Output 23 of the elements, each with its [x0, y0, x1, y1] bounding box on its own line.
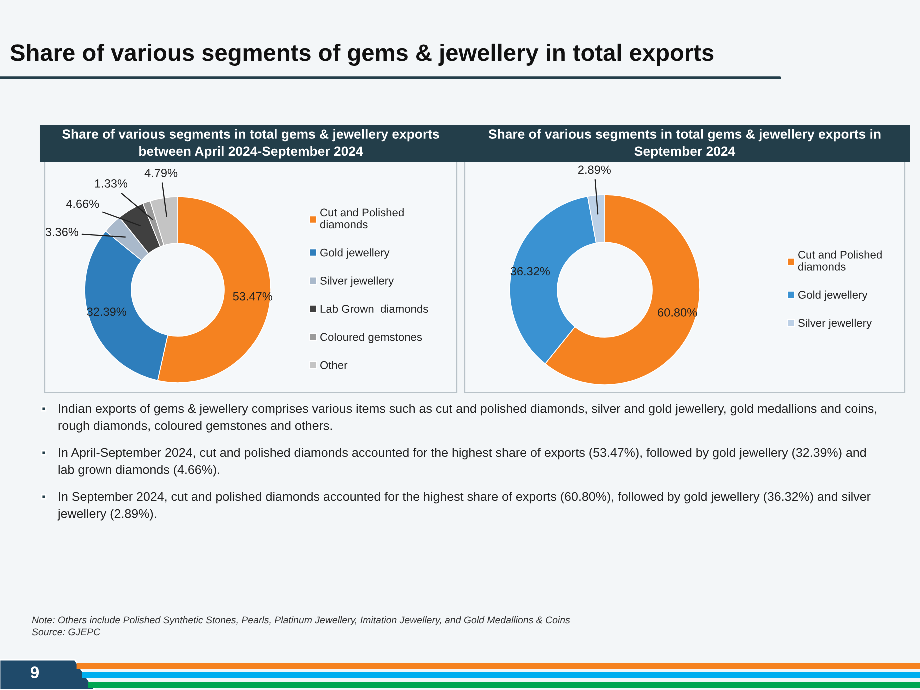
- legend-label: Gold jewellery: [798, 290, 868, 302]
- text: In September 2024, cut and polished diamonds accounted for the highest share of exports (60.80%), followed by gold jewellery (36.32%) and silver jewellery (2.89%).: [58, 492, 871, 521]
- data-label: 4.66%: [66, 200, 100, 208]
- legend-label: Coloured gemstones: [320, 333, 422, 344]
- source-note: Source: GJEPC: [32, 628, 101, 636]
- chart-title: Share of various segments in total gems & jewellery exports between April 2024-September 2024: [62, 129, 440, 159]
- data-label: 2.89%: [578, 166, 611, 174]
- legend-label: Lab Grown diamonds: [320, 304, 428, 314]
- text: Indian exports of gems & jewellery comprises various items such as cut and polished diamonds, silver and gold jewellery, gold medallions and coins, rough diamonds, coloured gemstones and others.: [58, 404, 877, 433]
- legend-label: Other: [320, 361, 348, 370]
- data-label: 1.33%: [95, 180, 128, 188]
- legend-label: Gold jewellery: [320, 248, 390, 259]
- legend-label: Silver jewellery: [798, 318, 872, 330]
- data-label: 4.79%: [144, 168, 178, 178]
- text: Note: Others include Polished Synthetic Stones, Pearls, Platinum Jewellery, Imitation Jewellery, and Gold Medallions & Coins: [32, 616, 570, 626]
- legend-label: Cut and Polished diamonds: [798, 250, 882, 271]
- text: Share of various segments of gems & jewellery in total exports: [10, 44, 714, 66]
- text: In April-September 2024, cut and polished diamonds accounted for the highest share of exports (53.47%), followed by gold jewellery (32.39%) and lab grown diamonds (4.66%).: [58, 448, 866, 477]
- chart-title: Share of various segments in total gems & jewellery exports in September 2024: [488, 129, 881, 159]
- legend-label: Cut and Polished diamonds: [320, 208, 404, 229]
- text: 9: [30, 666, 40, 678]
- data-label: 3.36%: [46, 228, 78, 236]
- legend-label: Silver jewellery: [320, 276, 394, 288]
